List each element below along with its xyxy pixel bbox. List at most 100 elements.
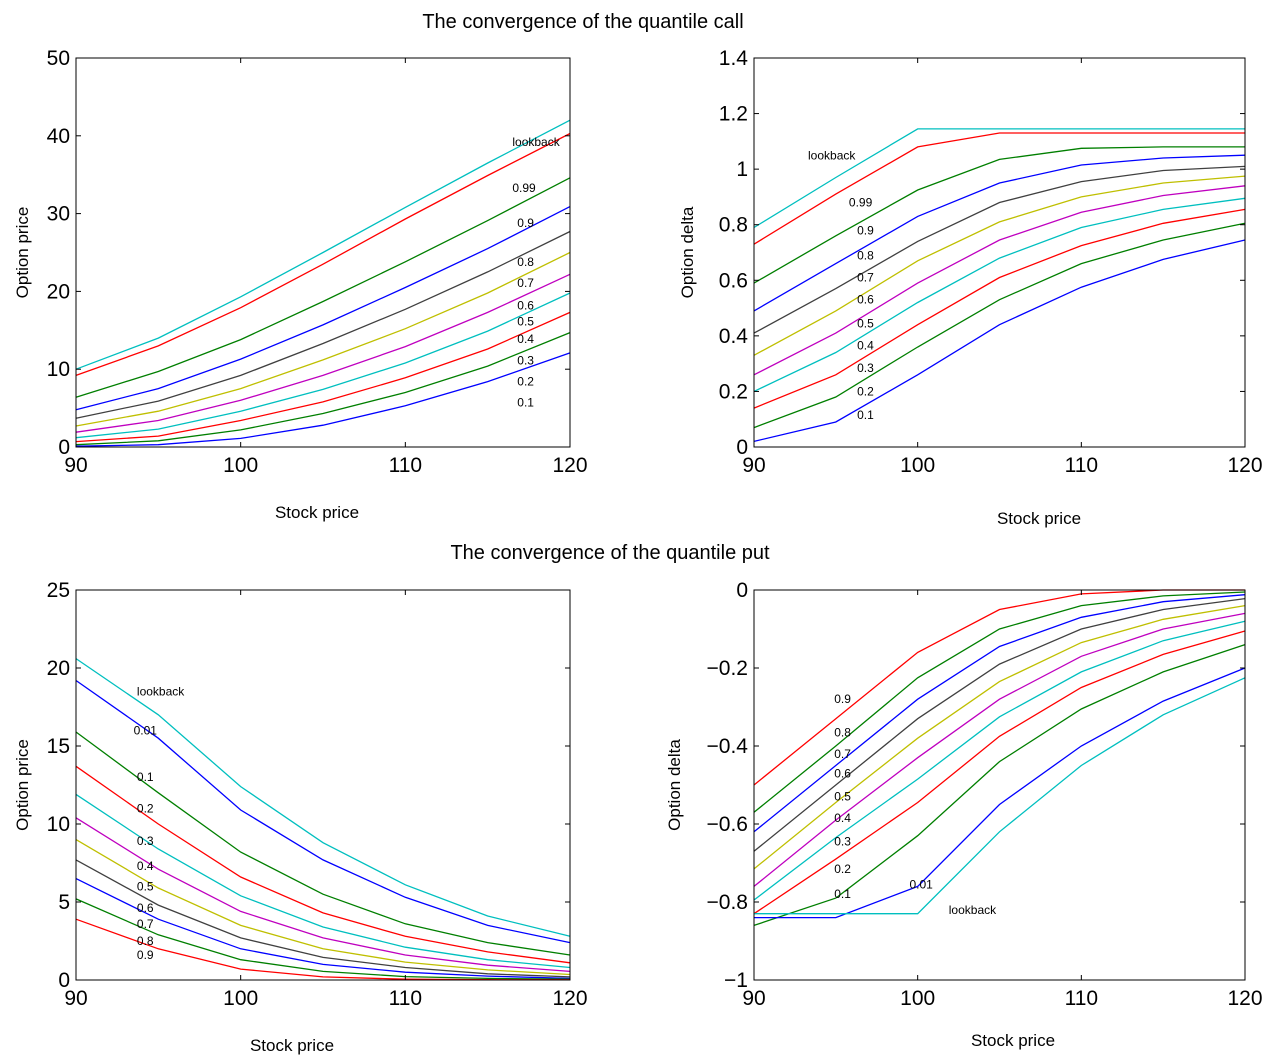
series-line-4-9 <box>754 667 1246 919</box>
curve-label: 0.7 <box>834 747 851 761</box>
series-line-3-8 <box>75 878 571 980</box>
curve-label: 0.99 <box>512 181 536 195</box>
x-tick-label: 100 <box>223 454 258 477</box>
y-axis-label: Option price <box>13 739 32 831</box>
y-tick-label: 25 <box>47 579 70 602</box>
x-tick-label: 100 <box>223 987 258 1010</box>
series-line-3-6 <box>75 839 571 976</box>
y-tick-label: 0 <box>736 579 748 602</box>
x-tick-label: 110 <box>389 987 422 1010</box>
series-line-4-8 <box>753 643 1246 927</box>
chart-panel-2: 90 100 110 120 0 0.2 0.4 0.6 0.8 1 1.2 1.4 Stock pri… <box>678 47 1263 528</box>
series-line-1-1 <box>75 132 571 377</box>
y-tick-label: 50 <box>47 47 70 70</box>
curve-label: 0.6 <box>517 298 534 312</box>
curve-label: 0.6 <box>857 293 874 307</box>
series-line-2-2 <box>753 146 1245 284</box>
y-axis-label: Option delta <box>665 739 684 831</box>
x-axis-label: Stock price <box>250 1036 334 1055</box>
curve-label: lookback <box>808 148 856 162</box>
y-axis-label: Option delta <box>678 206 697 298</box>
curve-label: 0.8 <box>857 248 874 262</box>
series-line-1-2 <box>75 177 571 398</box>
y-tick-label: 0.6 <box>719 269 748 292</box>
chart-panel-1: 90 100 110 120 0 10 20 30 40 50 Stock price Option … <box>13 47 588 522</box>
axes-frame <box>753 589 1246 981</box>
curve-label: 0.4 <box>517 332 534 346</box>
curve-label: 0.6 <box>137 901 154 915</box>
series-line-3-4 <box>75 793 571 969</box>
series-line-1-4 <box>75 230 571 419</box>
x-axis-label: Stock price <box>997 509 1081 528</box>
series-line-2-6 <box>753 185 1246 376</box>
series-line-1-3 <box>75 206 571 411</box>
y-tick-label: 40 <box>47 125 70 148</box>
y-tick-label: 20 <box>47 657 70 680</box>
x-tick-label: 90 <box>742 454 765 477</box>
curve-label: 0.1 <box>517 396 534 410</box>
curve-label: 0.4 <box>857 339 874 353</box>
curve-label: 0.9 <box>517 216 534 230</box>
series-line-1-9 <box>75 331 571 446</box>
x-tick-label: 100 <box>900 454 935 477</box>
curve-label: 0.8 <box>517 255 534 269</box>
y-tick-label: −0.6 <box>707 813 748 836</box>
curve-label: 0.1 <box>857 408 874 422</box>
series-line-1-10 <box>75 352 571 447</box>
y-tick-label: 10 <box>47 813 70 836</box>
x-tick-label: 110 <box>1065 987 1098 1010</box>
y-tick-label: 10 <box>47 358 70 381</box>
curve-label: 0.8 <box>137 934 154 948</box>
curve-label: 0.6 <box>834 766 851 780</box>
x-tick-label: 90 <box>64 454 87 477</box>
chart-panel-3: 90 100 110 120 0 5 10 15 20 25 Stock price Option p… <box>13 579 588 1055</box>
y-tick-label: 0.2 <box>719 380 748 403</box>
x-tick-label: 110 <box>1065 454 1098 477</box>
series-line-4-1 <box>753 591 1246 813</box>
curve-label: 0.9 <box>137 948 154 962</box>
axes-frame <box>75 57 571 448</box>
curve-label: 0.3 <box>834 835 851 849</box>
chart-panel-4: 90 100 110 120 −1 −0.8 −0.6 −0.4 −0.2 0 Stock pric… <box>665 579 1263 1050</box>
x-tick-label: 100 <box>900 987 935 1010</box>
y-tick-label: 30 <box>47 203 70 226</box>
y-tick-label: 20 <box>47 280 70 303</box>
series-line-1-8 <box>75 311 571 443</box>
curve-label: 0.1 <box>137 770 154 784</box>
curve-label: 0.9 <box>834 692 851 706</box>
series-line-2-5 <box>753 175 1246 356</box>
x-tick-label: 120 <box>552 987 587 1010</box>
series-line-3-2 <box>75 731 571 956</box>
curve-label: 0.3 <box>137 834 154 848</box>
series-line-2-8 <box>753 208 1246 409</box>
x-tick-label: 110 <box>389 454 422 477</box>
curve-label: 0.4 <box>137 859 154 873</box>
series-line-4-10 <box>754 677 1246 915</box>
title-put: The convergence of the quantile put <box>450 542 770 564</box>
series-line-3-9 <box>75 898 571 980</box>
series-line-2-7 <box>753 197 1246 392</box>
x-axis-label: Stock price <box>275 503 359 522</box>
y-tick-label: 0.8 <box>719 214 748 237</box>
y-tick-label: 0 <box>58 969 70 992</box>
series-line-1-6 <box>75 273 571 433</box>
curve-label: 0.8 <box>834 725 851 739</box>
curve-label: 0.5 <box>137 879 154 893</box>
curve-label: 0.2 <box>517 375 534 389</box>
y-tick-label: 1.4 <box>719 47 749 70</box>
curve-label: lookback <box>512 135 560 149</box>
series-line-2-10 <box>753 239 1246 443</box>
x-tick-label: 120 <box>1227 987 1262 1010</box>
series-line-3-1 <box>75 679 571 944</box>
curve-label: 0.9 <box>857 223 874 237</box>
curve-label: 0.01 <box>909 877 933 891</box>
curve-label: 0.4 <box>834 811 851 825</box>
series-line-3-0 <box>75 658 571 937</box>
series-line-4-6 <box>753 620 1246 901</box>
series-line-4-4 <box>753 604 1246 870</box>
curve-label: lookback <box>137 684 185 698</box>
curve-label: 0.2 <box>834 862 851 876</box>
y-tick-label: 5 <box>58 891 70 914</box>
curve-label: 0.7 <box>857 271 874 285</box>
